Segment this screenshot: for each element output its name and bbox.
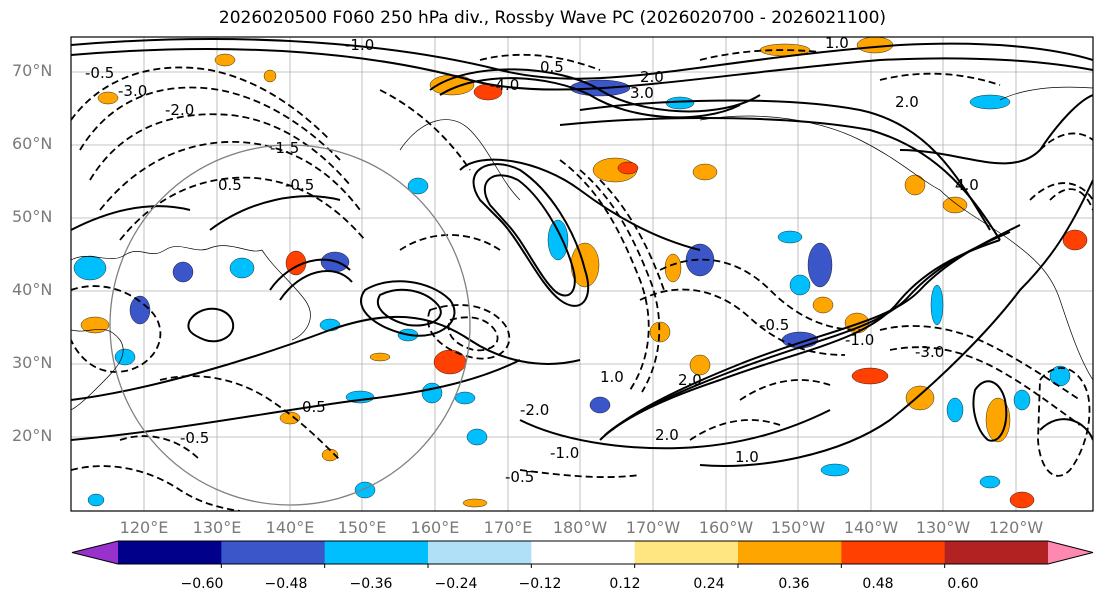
- contour-label: -0.5: [285, 176, 314, 194]
- colorbar-outline: [71, 540, 1094, 565]
- lon-label: 130°W: [915, 518, 971, 537]
- rossby-wave-circle: [109, 144, 471, 506]
- colorbar-extend-left: [72, 541, 118, 564]
- colorbar-swatch: [428, 541, 532, 564]
- colorbar-tick-label: −0.36: [349, 576, 393, 592]
- lon-label: 160°E: [410, 518, 460, 537]
- contour-label: -1.5: [270, 139, 299, 157]
- contour-label-group: -1.0 -0.5 -3.0 -2.0 0.5 2.0 -1.5 -0.5 0.…: [85, 34, 979, 486]
- contour-label: -0.5: [180, 429, 209, 447]
- colorbar-tick-label: 0.24: [693, 576, 725, 592]
- contour-label: -0.5: [85, 64, 114, 82]
- lon-label: 180°W: [552, 518, 608, 537]
- colorbar-swatch: [841, 541, 946, 564]
- lat-label: 30°N: [12, 353, 53, 372]
- contour-label: -4.0: [490, 76, 519, 94]
- lon-label: 130°E: [192, 518, 242, 537]
- lon-label: 160°W: [698, 518, 754, 537]
- lon-label: 150°E: [337, 518, 387, 537]
- colorbar-swatch: [634, 541, 739, 564]
- colorbar-tick-label: 0.60: [947, 576, 979, 592]
- lat-label: 50°N: [12, 207, 53, 226]
- colorbar-tick-label: −0.12: [518, 576, 562, 592]
- map-title: 2026020500 F060 250 hPa div., Rossby Wav…: [218, 8, 887, 28]
- lon-label: 140°E: [265, 518, 315, 537]
- plot-area: [71, 37, 1093, 511]
- coastlines: [71, 86, 1093, 411]
- lon-label: 120°E: [119, 518, 169, 537]
- colorbar-extend-right: [1048, 541, 1093, 564]
- contour-label: -3.0: [118, 82, 147, 100]
- contour-label: -2.0: [165, 101, 194, 119]
- colorbar-tick-label: 0.12: [609, 576, 641, 592]
- negative-contours: [71, 49, 1093, 511]
- colorbar-tick-label: 0.48: [862, 576, 894, 592]
- colorbar-tick-label: −0.60: [180, 576, 224, 592]
- contour-label: -0.5: [760, 316, 789, 334]
- colorbar-swatch: [324, 541, 429, 564]
- colorbar-tick-label: −0.24: [434, 576, 478, 592]
- contour-label: 1.0: [735, 448, 759, 466]
- lat-label: 70°N: [12, 61, 53, 80]
- colorbar-swatch: [221, 541, 326, 564]
- contour-label: 4.0: [955, 176, 979, 194]
- contour-label: -1.0: [845, 331, 874, 349]
- contour-label: 1.0: [600, 368, 624, 386]
- lat-label: 60°N: [12, 134, 53, 153]
- contour-label: -0.5: [505, 468, 534, 486]
- contour-label: 0.5: [218, 176, 242, 194]
- lon-label: 150°W: [770, 518, 826, 537]
- contour-label: 2.0: [678, 371, 702, 389]
- contour-label: -3.0: [915, 343, 944, 361]
- colorbar-swatch: [118, 541, 222, 564]
- lon-label: 120°W: [988, 518, 1044, 537]
- lat-label: 40°N: [12, 280, 53, 299]
- gridlines: [71, 37, 1093, 511]
- contour-label: 2.0: [640, 68, 664, 86]
- contour-label: 3.0: [630, 84, 654, 102]
- colorbar-swatch: [738, 541, 842, 564]
- contour-label: 2.0: [895, 93, 919, 111]
- lon-label: 140°W: [843, 518, 899, 537]
- colorbar-swatch: [944, 541, 1049, 564]
- lat-label: 20°N: [12, 426, 53, 445]
- contour-label: -1.0: [550, 444, 579, 462]
- lon-label: 170°E: [483, 518, 533, 537]
- colorbar-tick-label: 0.36: [778, 576, 810, 592]
- contour-label: 1.0: [825, 34, 849, 52]
- positive-contours: [71, 38, 1093, 467]
- contour-label: 0.5: [540, 58, 564, 76]
- lon-label: 170°W: [625, 518, 681, 537]
- contour-label: 0.5: [302, 398, 326, 416]
- divergence-shading: [73, 37, 1088, 509]
- colorbar-tick-label: −0.48: [264, 576, 308, 592]
- contour-label: -2.0: [520, 401, 549, 419]
- contour-label: -1.0: [345, 36, 374, 54]
- colorbar-swatch: [531, 541, 636, 564]
- contour-label: 2.0: [655, 426, 679, 444]
- colorbar: [71, 540, 1094, 568]
- plot-frame: [70, 36, 1094, 512]
